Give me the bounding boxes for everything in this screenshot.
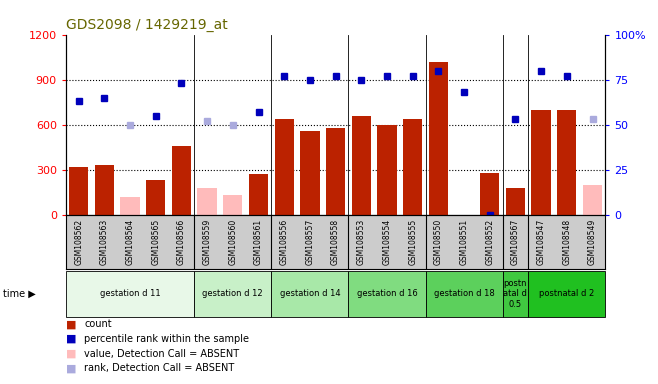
Text: GSM108556: GSM108556 <box>280 219 289 265</box>
Bar <box>557 110 576 215</box>
Bar <box>69 167 88 215</box>
Text: GSM108563: GSM108563 <box>100 219 109 265</box>
Text: postnatal d 2: postnatal d 2 <box>539 289 594 298</box>
Text: value, Detection Call = ABSENT: value, Detection Call = ABSENT <box>84 349 240 359</box>
Text: gestation d 11: gestation d 11 <box>100 289 161 298</box>
Bar <box>249 174 268 215</box>
Bar <box>120 197 139 215</box>
Bar <box>172 146 191 215</box>
Bar <box>429 61 448 215</box>
Bar <box>274 119 294 215</box>
Text: count: count <box>84 319 112 329</box>
Text: GSM108562: GSM108562 <box>74 219 83 265</box>
Bar <box>403 119 422 215</box>
Text: GSM108552: GSM108552 <box>485 219 494 265</box>
Bar <box>377 125 397 215</box>
Text: ■: ■ <box>66 334 76 344</box>
Text: GSM108554: GSM108554 <box>382 219 392 265</box>
Text: GSM108550: GSM108550 <box>434 219 443 265</box>
Bar <box>197 188 216 215</box>
Bar <box>583 185 602 215</box>
Bar <box>300 131 320 215</box>
Text: GDS2098 / 1429219_at: GDS2098 / 1429219_at <box>66 18 228 32</box>
Text: postn
atal d
0.5: postn atal d 0.5 <box>503 279 527 309</box>
Bar <box>506 188 525 215</box>
Text: GSM108565: GSM108565 <box>151 219 161 265</box>
Text: GSM108564: GSM108564 <box>126 219 134 265</box>
Text: gestation d 12: gestation d 12 <box>203 289 263 298</box>
Bar <box>480 173 499 215</box>
Bar <box>326 127 345 215</box>
Text: rank, Detection Call = ABSENT: rank, Detection Call = ABSENT <box>84 363 234 373</box>
Bar <box>223 195 242 215</box>
Text: ■: ■ <box>66 363 76 373</box>
Text: GSM108567: GSM108567 <box>511 219 520 265</box>
Text: GSM108555: GSM108555 <box>408 219 417 265</box>
Text: GSM108557: GSM108557 <box>305 219 315 265</box>
Text: GSM108558: GSM108558 <box>331 219 340 265</box>
Text: GSM108566: GSM108566 <box>177 219 186 265</box>
Text: gestation d 18: gestation d 18 <box>434 289 494 298</box>
Text: ■: ■ <box>66 319 76 329</box>
Text: time ▶: time ▶ <box>3 289 36 299</box>
Text: gestation d 14: gestation d 14 <box>280 289 340 298</box>
Text: GSM108547: GSM108547 <box>537 219 545 265</box>
Text: ■: ■ <box>66 349 76 359</box>
Text: GSM108551: GSM108551 <box>459 219 468 265</box>
Text: gestation d 16: gestation d 16 <box>357 289 417 298</box>
Bar <box>351 116 371 215</box>
Text: GSM108549: GSM108549 <box>588 219 597 265</box>
Text: GSM108560: GSM108560 <box>228 219 238 265</box>
Bar <box>146 180 165 215</box>
Text: GSM108559: GSM108559 <box>203 219 212 265</box>
Text: GSM108548: GSM108548 <box>563 219 571 265</box>
Text: GSM108553: GSM108553 <box>357 219 366 265</box>
Text: percentile rank within the sample: percentile rank within the sample <box>84 334 249 344</box>
Bar <box>532 110 551 215</box>
Text: GSM108561: GSM108561 <box>254 219 263 265</box>
Bar <box>95 165 114 215</box>
